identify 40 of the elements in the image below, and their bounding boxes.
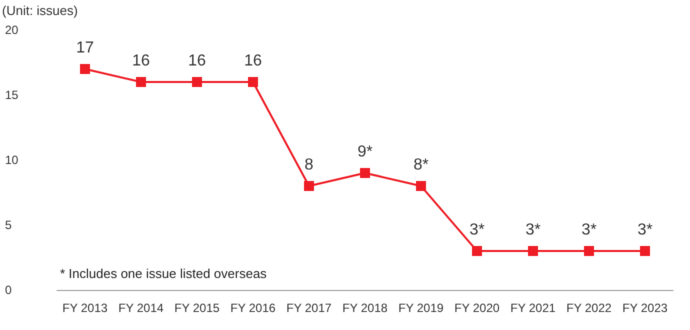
point <box>248 77 258 87</box>
data-label: 17 <box>76 40 94 56</box>
data-label: 8 <box>304 156 314 174</box>
x-tick-label: FY 2017 <box>286 301 332 315</box>
data-label: 16 <box>132 52 150 70</box>
point <box>584 246 594 256</box>
x-tick-label: FY 2018 <box>342 301 388 315</box>
point <box>80 64 90 74</box>
x-tick-label: FY 2015 <box>174 301 220 315</box>
data-label: 3* <box>637 222 653 238</box>
data-label: 16 <box>188 52 206 70</box>
x-tick-label: FY 2022 <box>566 301 612 315</box>
point <box>360 168 370 178</box>
x-tick-label: FY 2020 <box>454 301 500 315</box>
data-label: 3* <box>469 222 485 238</box>
data-label: 9* <box>357 144 373 160</box>
point <box>416 181 426 191</box>
point <box>528 246 538 256</box>
y-tick-label: 0 <box>5 283 12 297</box>
point <box>136 77 146 87</box>
data-label: 8* <box>413 156 429 174</box>
annotation: * Includes one issue listed overseas <box>60 266 268 281</box>
x-tick-label: FY 2016 <box>230 301 276 315</box>
y-tick-label: 10 <box>5 153 19 167</box>
x-tick-label: FY 2013 <box>62 301 108 315</box>
data-label: 3* <box>581 222 597 238</box>
point <box>640 246 650 256</box>
y-tick-label: 20 <box>5 23 19 37</box>
x-tick-label: FY 2023 <box>622 301 668 315</box>
data-label: 16 <box>244 52 262 70</box>
y-tick-label: 15 <box>5 88 19 102</box>
y-axis-title: (Unit: issues) <box>2 3 78 18</box>
point <box>472 246 482 256</box>
point <box>304 181 314 191</box>
x-tick-label: FY 2014 <box>118 301 164 315</box>
x-tick-label: FY 2021 <box>510 301 556 315</box>
point <box>192 77 202 87</box>
data-label: 3* <box>525 222 541 238</box>
y-tick-label: 5 <box>5 218 12 232</box>
x-tick-label: FY 2019 <box>398 301 444 315</box>
